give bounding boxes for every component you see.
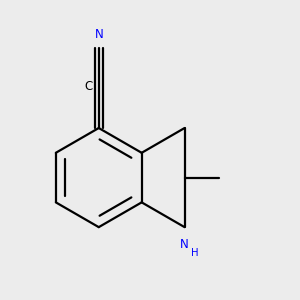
Text: H: H (191, 248, 198, 258)
Text: C: C (85, 80, 93, 93)
Text: N: N (180, 238, 189, 251)
Text: N: N (94, 28, 103, 40)
